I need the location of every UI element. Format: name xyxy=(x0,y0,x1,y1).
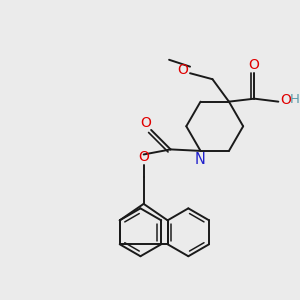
Text: O: O xyxy=(248,58,259,72)
Text: O: O xyxy=(177,63,188,76)
Text: H: H xyxy=(290,93,300,106)
Text: N: N xyxy=(195,152,206,167)
Text: O: O xyxy=(140,116,151,130)
Text: O: O xyxy=(138,150,149,164)
Text: O: O xyxy=(280,93,291,106)
